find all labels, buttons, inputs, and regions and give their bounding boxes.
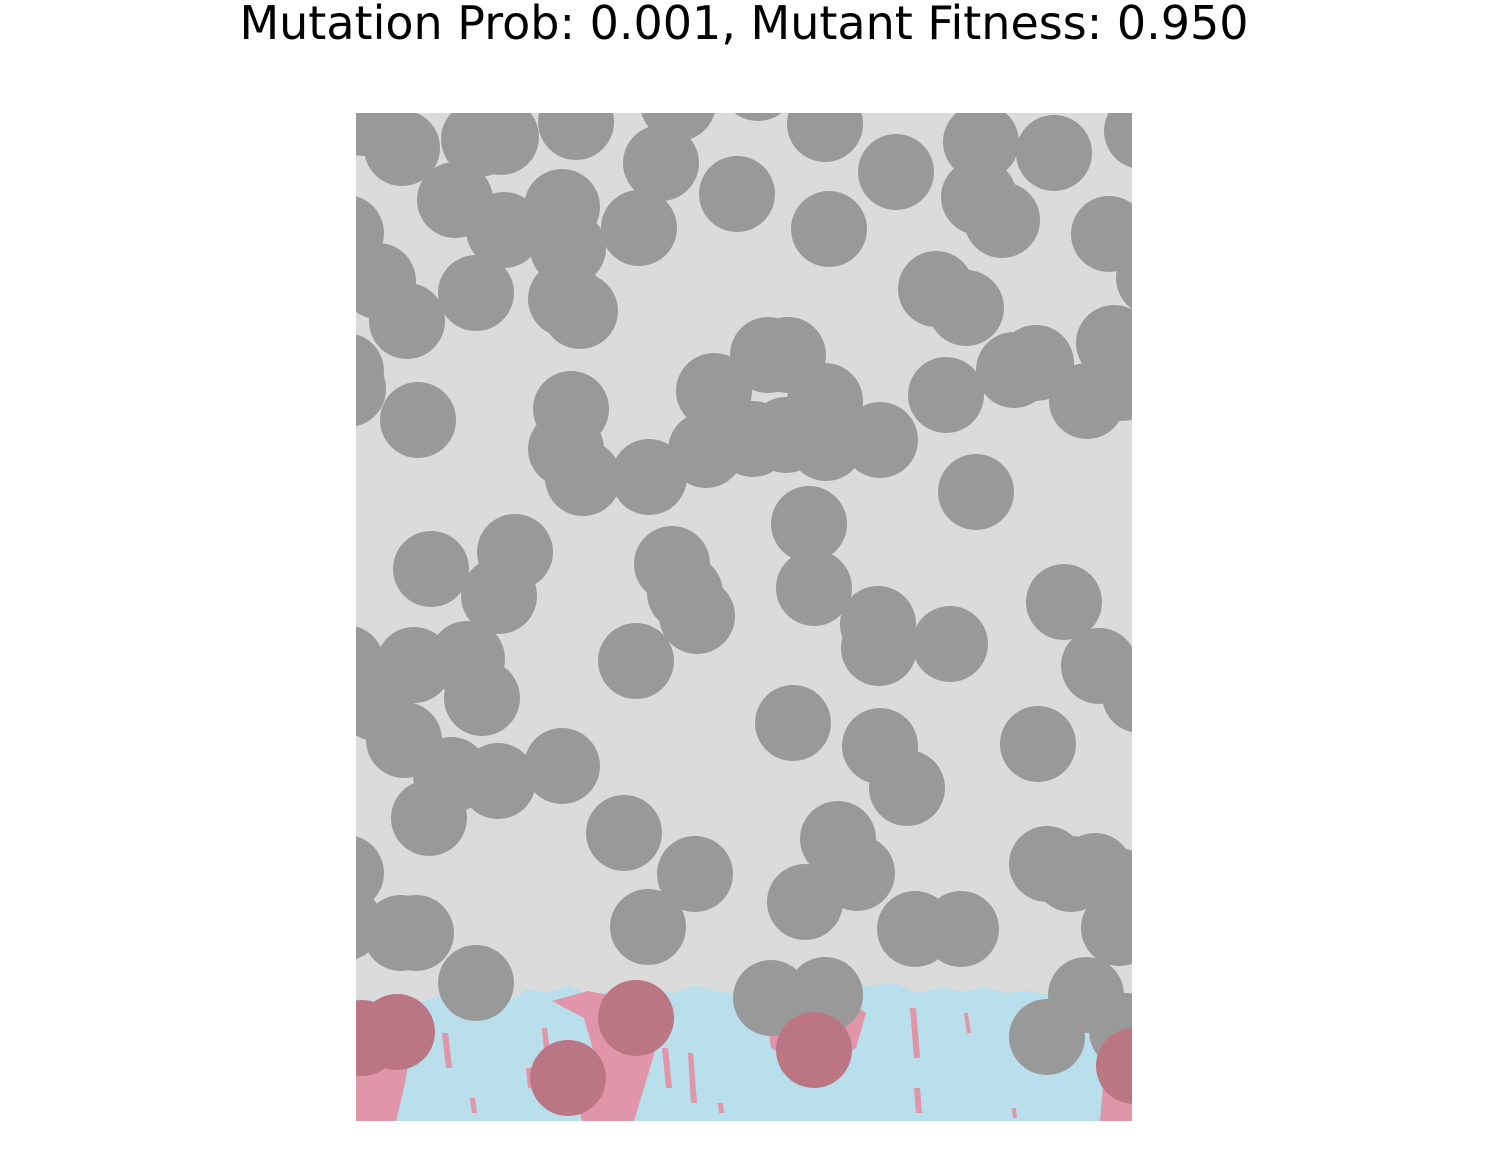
obstacle xyxy=(869,750,945,826)
obstacle xyxy=(545,440,621,516)
obstacle xyxy=(1104,113,1132,168)
figure-title: Mutation Prob: 0.001, Mutant Fitness: 0.… xyxy=(239,0,1249,50)
obstacle xyxy=(928,270,1004,346)
obstacle xyxy=(776,550,852,626)
obstacle xyxy=(842,402,918,478)
obstacle xyxy=(356,351,386,427)
obstacle xyxy=(699,156,775,232)
obstacle xyxy=(391,780,467,856)
obstacle xyxy=(938,454,1014,530)
obstacle xyxy=(659,578,735,654)
obstacle xyxy=(841,610,917,686)
obstacle xyxy=(1071,196,1132,272)
obstacle xyxy=(912,606,988,682)
obstacle xyxy=(380,382,456,458)
obstacle xyxy=(1000,706,1076,782)
obstacle xyxy=(1102,657,1132,733)
obstacle xyxy=(791,191,867,267)
obstacle xyxy=(438,945,514,1021)
obstacle xyxy=(463,113,539,175)
obstacle xyxy=(461,558,537,634)
obstacle xyxy=(601,190,677,266)
simulation-image xyxy=(356,113,1132,1121)
obstacle xyxy=(393,531,469,607)
obstacle xyxy=(524,728,600,804)
obstacle xyxy=(598,623,674,699)
obstacle xyxy=(858,134,934,210)
obstacle xyxy=(1081,890,1132,966)
obstacle xyxy=(1049,363,1125,439)
obstacle xyxy=(923,891,999,967)
obstacle xyxy=(542,273,618,349)
obstacle xyxy=(1116,247,1132,309)
obstacle xyxy=(460,743,536,819)
obstacle xyxy=(788,405,864,481)
obstacle xyxy=(734,113,782,121)
obstacle xyxy=(586,795,662,871)
obstacle xyxy=(1096,1028,1132,1104)
obstacle xyxy=(767,864,843,940)
obstacle xyxy=(359,994,435,1070)
obstacle xyxy=(1009,999,1085,1075)
obstacles-over-population xyxy=(356,980,1132,1116)
obstacle xyxy=(444,660,520,736)
obstacle xyxy=(438,255,514,331)
obstacle xyxy=(976,332,1052,408)
obstacle xyxy=(611,439,687,515)
obstacle xyxy=(964,182,1040,258)
obstacle xyxy=(538,113,614,160)
obstacle xyxy=(1026,564,1102,640)
obstacle xyxy=(787,113,863,162)
obstacle xyxy=(610,889,686,965)
obstacles xyxy=(356,113,1132,1075)
obstacle xyxy=(776,1012,852,1088)
obstacle xyxy=(369,283,445,359)
obstacle xyxy=(623,125,699,201)
obstacle xyxy=(657,836,733,912)
obstacle xyxy=(466,192,542,268)
obstacle xyxy=(364,113,440,186)
obstacle xyxy=(1016,115,1092,191)
obstacle xyxy=(755,685,831,761)
obstacle xyxy=(733,960,809,1036)
obstacle xyxy=(530,1040,606,1116)
obstacle xyxy=(378,895,454,971)
obstacle xyxy=(771,486,847,562)
obstacle xyxy=(908,357,984,433)
obstacle xyxy=(598,980,674,1056)
